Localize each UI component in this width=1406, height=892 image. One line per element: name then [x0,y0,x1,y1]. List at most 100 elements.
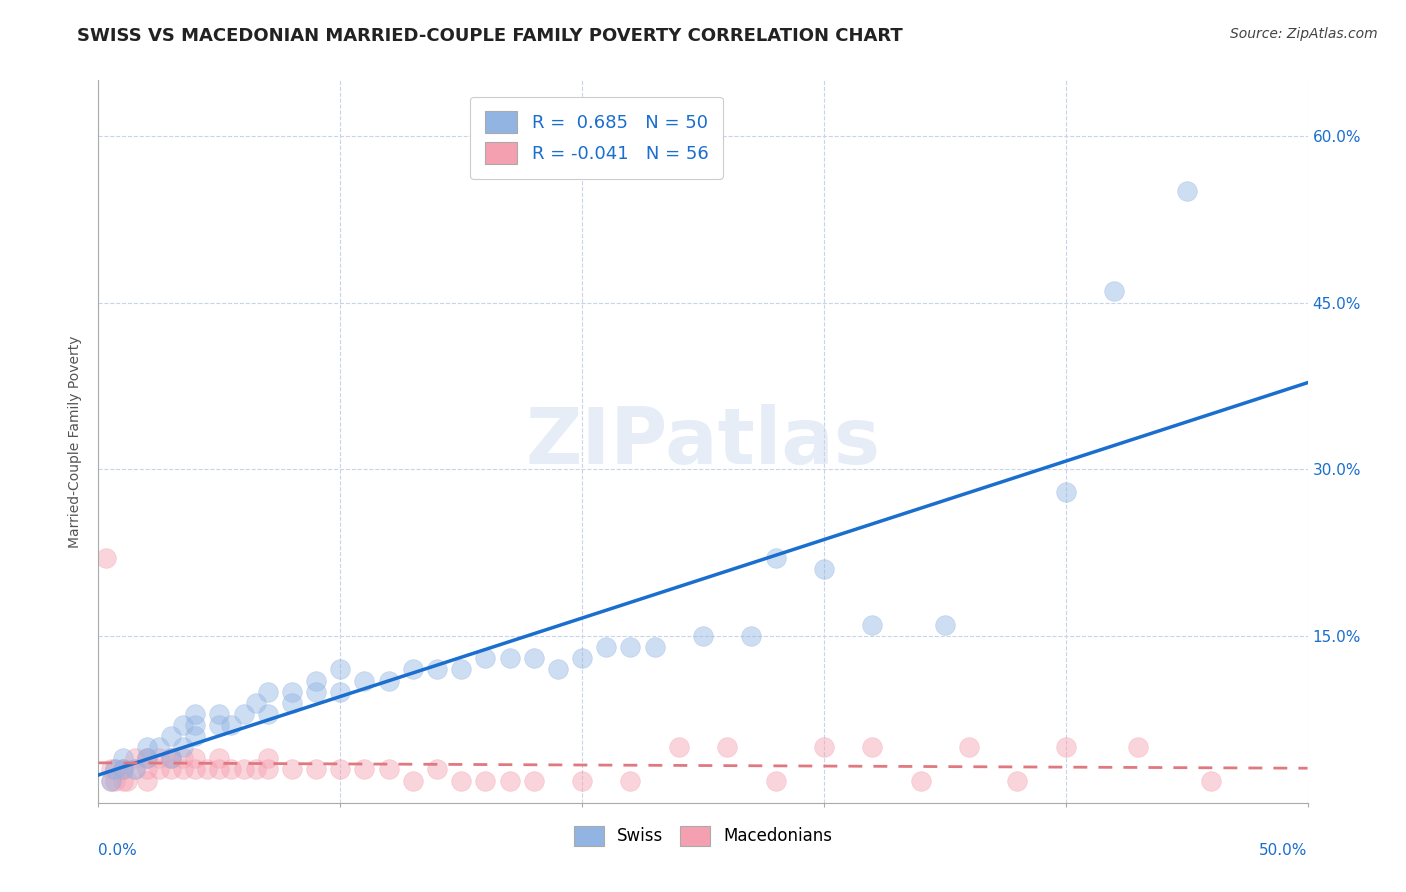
Point [474,773,496,788]
Point [111,763,134,777]
Point [523,773,546,788]
Point [184,751,207,765]
Point [353,673,375,688]
Point [111,773,134,788]
Text: SWISS VS MACEDONIAN MARRIED-COUPLE FAMILY POVERTY CORRELATION CHART: SWISS VS MACEDONIAN MARRIED-COUPLE FAMIL… [77,27,903,45]
Point [329,763,352,777]
Point [135,751,157,765]
Point [426,763,449,777]
Point [184,718,207,732]
Point [135,751,157,765]
Point [148,763,170,777]
Point [571,773,593,788]
Point [124,763,146,777]
Point [281,684,304,698]
Point [305,673,328,688]
Point [160,763,183,777]
Point [1054,740,1077,755]
Point [148,751,170,765]
Point [498,773,520,788]
Point [172,718,194,732]
Point [619,773,641,788]
Point [377,763,399,777]
Point [208,763,231,777]
Point [208,706,231,721]
Point [100,763,122,777]
Point [104,763,127,777]
Point [1102,285,1125,299]
Point [124,763,146,777]
Point [256,706,278,721]
Point [402,773,425,788]
Point [329,662,352,676]
Point [1175,185,1198,199]
Point [910,773,932,788]
Point [232,763,254,777]
Point [377,673,399,688]
Point [111,763,134,777]
Point [1007,773,1029,788]
Point [111,763,134,777]
Point [104,763,127,777]
Point [813,562,835,576]
Point [100,773,122,788]
Point [172,763,194,777]
Point [571,651,593,665]
Point [256,751,278,765]
Point [474,651,496,665]
Point [221,718,243,732]
Point [860,618,883,632]
Point [1199,773,1222,788]
Point [426,662,449,676]
Point [668,740,690,755]
Point [232,706,254,721]
Point [245,696,267,710]
Point [184,706,207,721]
Text: ZIPatlas: ZIPatlas [526,403,880,480]
Text: Source: ZipAtlas.com: Source: ZipAtlas.com [1230,27,1378,41]
Point [221,763,243,777]
Point [547,662,569,676]
Point [195,763,218,777]
Point [160,751,183,765]
Point [208,751,231,765]
Point [692,629,714,643]
Point [329,684,352,698]
Point [160,729,183,743]
Point [94,551,117,566]
Point [765,773,787,788]
Point [135,763,157,777]
Point [148,740,170,755]
Point [619,640,641,655]
Point [184,763,207,777]
Point [353,763,375,777]
Point [765,551,787,566]
Text: 0.0%: 0.0% [98,843,138,857]
Point [124,751,146,765]
Point [450,773,472,788]
Point [117,773,139,788]
Point [595,640,617,655]
Point [498,651,520,665]
Point [135,751,157,765]
Point [402,662,425,676]
Legend: Swiss, Macedonians: Swiss, Macedonians [561,813,845,860]
Point [934,618,956,632]
Point [135,773,157,788]
Point [644,640,666,655]
Point [281,763,304,777]
Point [172,740,194,755]
Point [281,696,304,710]
Point [256,684,278,698]
Point [160,751,183,765]
Text: 50.0%: 50.0% [1260,843,1308,857]
Point [111,751,134,765]
Point [1054,484,1077,499]
Point [208,718,231,732]
Point [1128,740,1150,755]
Point [100,773,122,788]
Y-axis label: Married-Couple Family Poverty: Married-Couple Family Poverty [69,335,83,548]
Point [450,662,472,676]
Point [305,684,328,698]
Point [305,763,328,777]
